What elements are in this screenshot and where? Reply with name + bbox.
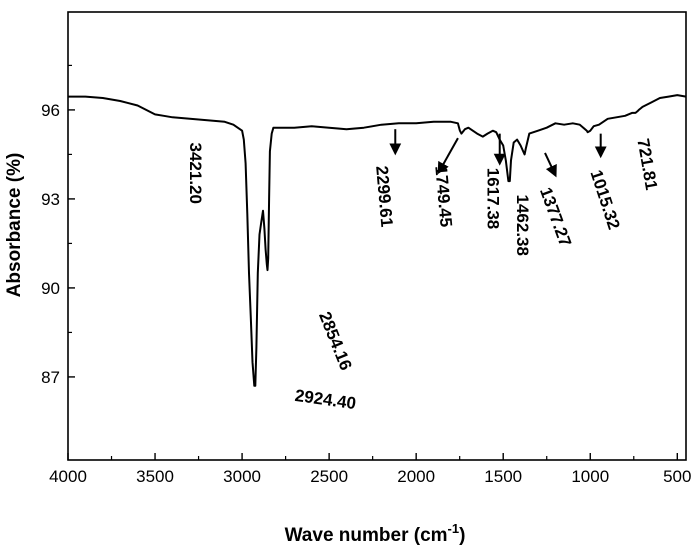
- plot-frame: [67, 11, 687, 461]
- x-tick-label-500: 500: [663, 467, 691, 486]
- x-tick-label-3500: 3500: [136, 467, 174, 486]
- y-tick-label-96: 96: [41, 101, 60, 120]
- x-tick-label-2500: 2500: [310, 467, 348, 486]
- peak-label-2299.61: 2299.61: [372, 165, 396, 228]
- x-tick-label-1000: 1000: [571, 467, 609, 486]
- annotation-arrow-3: [544, 152, 557, 178]
- peak-label-3421.20: 3421.20: [186, 143, 205, 204]
- ticks: 4000 3500 3000 2500 2000 1500 1000 500 87 90 93 96: [41, 64, 691, 486]
- peak-label-1749.45: 1749.45: [431, 165, 455, 228]
- peak-label-1462.38: 1462.38: [513, 195, 532, 256]
- y-tick-label-93: 93: [41, 190, 60, 209]
- peak-label-1377.27: 1377.27: [536, 185, 575, 249]
- peak-label-1015.32: 1015.32: [586, 168, 623, 232]
- peak-label-721.81: 721.81: [633, 137, 661, 192]
- series: [68, 94, 687, 387]
- annotation-arrows: [389, 129, 607, 178]
- y-axis-title: Absorbance (%): [4, 153, 25, 298]
- y-tick-label-90: 90: [41, 279, 60, 298]
- annotation-arrow-1: [437, 137, 459, 175]
- x-tick-label-1500: 1500: [484, 467, 522, 486]
- x-axis-title: Wave number (cm-1): [285, 521, 466, 546]
- spectrum-line-0: [68, 94, 687, 387]
- x-tick-label-2000: 2000: [397, 467, 435, 486]
- axes: [67, 11, 687, 461]
- peak-label-2854.16: 2854.16: [315, 309, 356, 373]
- peak-label-1617.38: 1617.38: [484, 168, 503, 229]
- x-tick-label-3000: 3000: [223, 467, 261, 486]
- x-tick-label-4000: 4000: [49, 467, 87, 486]
- peak-label-2924.40: 2924.40: [294, 386, 357, 413]
- y-tick-label-87: 87: [41, 368, 60, 387]
